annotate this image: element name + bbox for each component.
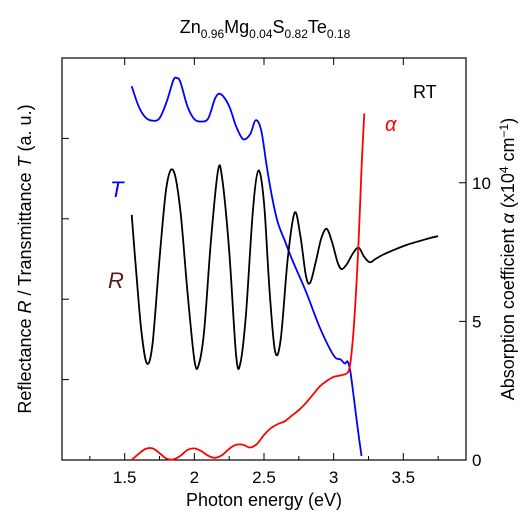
- left-axis-ticks: [62, 57, 69, 381]
- right-axis-ticks: 0 5 10: [459, 174, 491, 470]
- series-line-2: [131, 113, 366, 461]
- series-group: [130, 76, 439, 461]
- series-line-0: [130, 76, 363, 457]
- y-axis-label-right: Absorption coefficient α (x104 cm−1): [497, 118, 518, 400]
- chart-title: Zn0.96Mg0.04S0.82Te0.18: [180, 17, 351, 41]
- series-label-T: T: [110, 177, 125, 202]
- plot-frame: [61, 57, 467, 461]
- right-tick-label: 10: [472, 174, 491, 193]
- x-tick-label: 2: [190, 468, 199, 487]
- series-label-alpha: α: [385, 114, 397, 136]
- series-line-1: [130, 164, 439, 370]
- y-axis-label-left: Reflectance R / Transmittance T (a. u.): [15, 104, 35, 413]
- annotation-rt: RT: [413, 82, 437, 102]
- x-tick-label: 2.5: [252, 468, 276, 487]
- right-tick-label: 0: [472, 451, 481, 470]
- x-axis-label: Photon energy (eV): [186, 490, 342, 510]
- x-tick-label: 3.5: [391, 468, 415, 487]
- right-tick-label: 5: [472, 312, 481, 331]
- series-label-R: R: [108, 268, 124, 293]
- x-axis-ticks: 1.5 2 2.5 3 3.5: [89, 58, 439, 487]
- x-tick-label: 3: [329, 468, 338, 487]
- x-tick-label: 1.5: [113, 468, 137, 487]
